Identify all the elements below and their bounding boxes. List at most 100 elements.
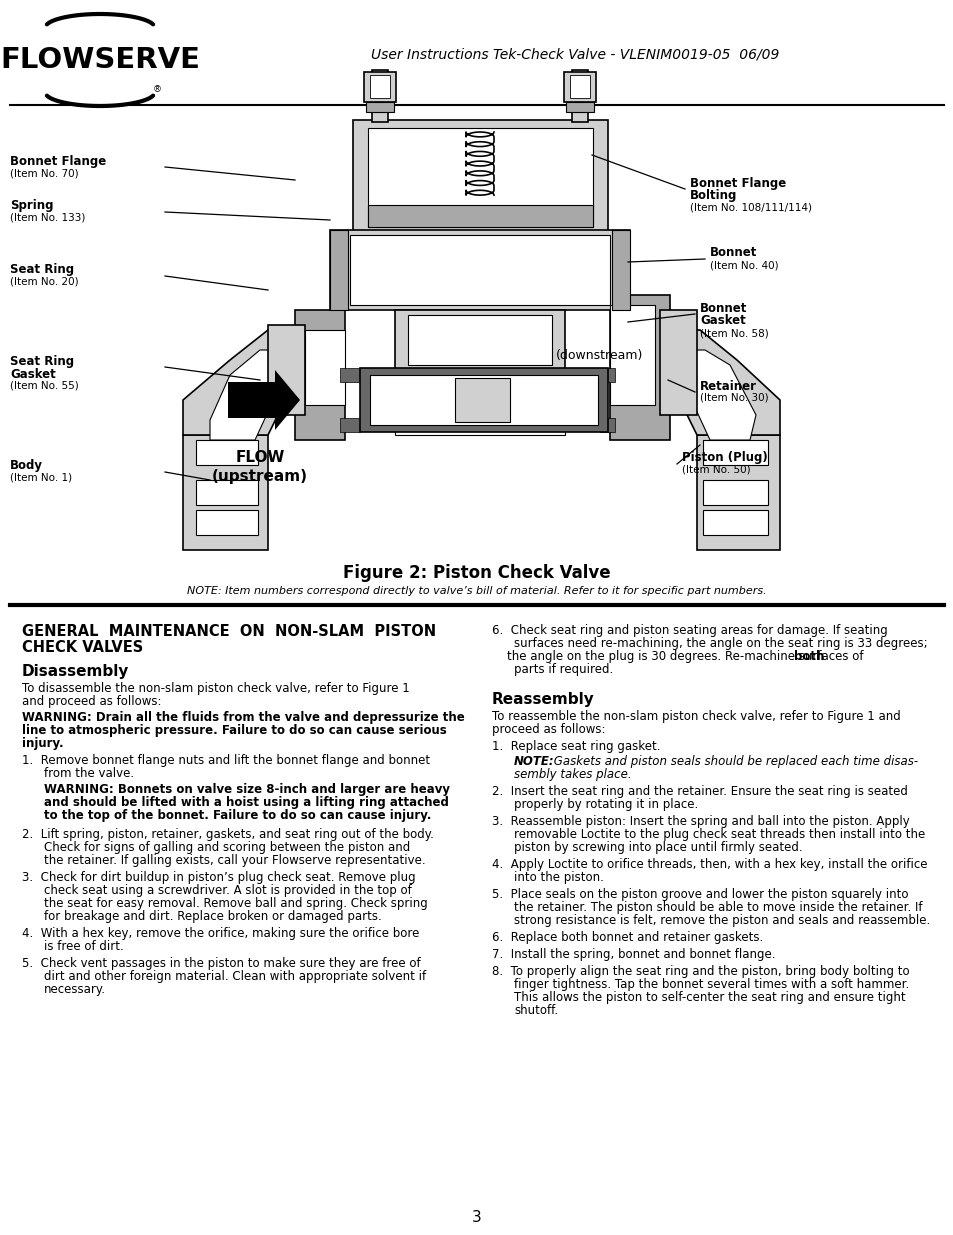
Text: (Item No. 70): (Item No. 70) <box>10 168 78 178</box>
Text: 4.  With a hex key, remove the orifice, making sure the orifice bore: 4. With a hex key, remove the orifice, m… <box>22 927 419 940</box>
Text: shutoff.: shutoff. <box>514 1004 558 1016</box>
Polygon shape <box>350 235 609 305</box>
Text: NOTE: Item numbers correspond directly to valve’s bill of material. Refer to it : NOTE: Item numbers correspond directly t… <box>187 585 766 597</box>
Polygon shape <box>455 378 510 422</box>
Text: Reassembly: Reassembly <box>492 692 594 706</box>
Text: WARNING: Drain all the fluids from the valve and depressurize the: WARNING: Drain all the fluids from the v… <box>22 711 464 724</box>
Polygon shape <box>697 435 780 550</box>
Polygon shape <box>195 440 257 466</box>
Polygon shape <box>702 510 767 535</box>
Polygon shape <box>659 310 697 415</box>
Polygon shape <box>569 75 589 98</box>
Polygon shape <box>609 295 669 440</box>
Text: ®: ® <box>152 85 161 95</box>
Text: Spring: Spring <box>10 200 53 212</box>
Text: Disassembly: Disassembly <box>22 664 130 679</box>
Text: Figure 2: Piston Check Valve: Figure 2: Piston Check Valve <box>343 564 610 582</box>
Text: Bolting: Bolting <box>689 189 737 203</box>
Text: dirt and other foreign material. Clean with appropriate solvent if: dirt and other foreign material. Clean w… <box>44 969 426 983</box>
Polygon shape <box>702 480 767 505</box>
Text: line to atmospheric pressure. Failure to do so can cause serious: line to atmospheric pressure. Failure to… <box>22 724 446 737</box>
Polygon shape <box>195 480 257 505</box>
Text: both: both <box>793 650 823 663</box>
Text: This allows the piston to self-center the seat ring and ensure tight: This allows the piston to self-center th… <box>514 990 904 1004</box>
Polygon shape <box>599 368 615 382</box>
Text: to the top of the bonnet. Failure to do so can cause injury.: to the top of the bonnet. Failure to do … <box>44 809 431 823</box>
Polygon shape <box>210 350 285 440</box>
Text: from the valve.: from the valve. <box>44 767 134 781</box>
Text: for breakage and dirt. Replace broken or damaged parts.: for breakage and dirt. Replace broken or… <box>44 910 381 923</box>
Text: and proceed as follows:: and proceed as follows: <box>22 695 161 708</box>
Text: CHECK VALVES: CHECK VALVES <box>22 640 143 655</box>
Text: 8.  To properly align the seat ring and the piston, bring body bolting to: 8. To properly align the seat ring and t… <box>492 965 908 978</box>
Polygon shape <box>370 375 598 425</box>
Text: 7.  Install the spring, bonnet and bonnet flange.: 7. Install the spring, bonnet and bonnet… <box>492 948 775 961</box>
Text: piston by screwing into place until firmly seated.: piston by screwing into place until firm… <box>514 841 801 853</box>
Text: Check for signs of galling and scoring between the piston and: Check for signs of galling and scoring b… <box>44 841 410 853</box>
Text: proceed as follows:: proceed as follows: <box>492 722 605 736</box>
Polygon shape <box>702 440 767 466</box>
Text: and should be lifted with a hoist using a lifting ring attached: and should be lifted with a hoist using … <box>44 797 449 809</box>
Text: To disassemble the non-slam piston check valve, refer to Figure 1: To disassemble the non-slam piston check… <box>22 682 410 695</box>
Text: finger tightness. Tap the bonnet several times with a soft hammer.: finger tightness. Tap the bonnet several… <box>514 978 908 990</box>
Polygon shape <box>305 330 345 405</box>
Polygon shape <box>370 75 390 98</box>
Text: surfaces need re-machining, the angle on the seat ring is 33 degrees;: surfaces need re-machining, the angle on… <box>514 637 926 650</box>
Polygon shape <box>183 330 305 435</box>
Polygon shape <box>339 417 359 432</box>
Text: NOTE:: NOTE: <box>514 755 554 768</box>
Polygon shape <box>679 350 755 440</box>
Text: check seat using a screwdriver. A slot is provided in the top of: check seat using a screwdriver. A slot i… <box>44 884 412 897</box>
Text: 3.  Reassemble piston: Insert the spring and ball into the piston. Apply: 3. Reassemble piston: Insert the spring … <box>492 815 909 827</box>
Text: necessary.: necessary. <box>44 983 106 995</box>
Text: Body: Body <box>10 459 43 473</box>
Text: parts if required.: parts if required. <box>514 663 613 676</box>
Polygon shape <box>372 70 388 122</box>
Text: injury.: injury. <box>22 737 64 750</box>
Polygon shape <box>368 205 593 227</box>
Text: Bonnet: Bonnet <box>700 301 746 315</box>
Text: 4.  Apply Loctite to orifice threads, then, with a hex key, install the orifice: 4. Apply Loctite to orifice threads, the… <box>492 858 926 871</box>
Text: FLOW
(upstream): FLOW (upstream) <box>212 450 308 484</box>
Polygon shape <box>659 330 780 435</box>
Text: Gaskets and piston seals should be replaced each time disas-: Gaskets and piston seals should be repla… <box>550 755 917 768</box>
Text: User Instructions Tek-Check Valve - VLENIM0019-05  06/09: User Instructions Tek-Check Valve - VLEN… <box>371 48 779 62</box>
Text: 2.  Lift spring, piston, retainer, gaskets, and seat ring out of the body.: 2. Lift spring, piston, retainer, gasket… <box>22 827 434 841</box>
Text: Bonnet Flange: Bonnet Flange <box>689 177 785 189</box>
Text: (Item No. 1): (Item No. 1) <box>10 473 72 483</box>
Polygon shape <box>599 417 615 432</box>
Text: WARNING: Bonnets on valve size 8-inch and larger are heavy: WARNING: Bonnets on valve size 8-inch an… <box>44 783 450 797</box>
Polygon shape <box>565 103 594 112</box>
Polygon shape <box>609 305 655 405</box>
Text: (Item No. 55): (Item No. 55) <box>10 382 79 391</box>
Text: (Item No. 40): (Item No. 40) <box>709 261 778 270</box>
Text: 6.  Replace both bonnet and retainer gaskets.: 6. Replace both bonnet and retainer gask… <box>492 931 762 944</box>
Text: properly by rotating it in place.: properly by rotating it in place. <box>514 798 698 811</box>
Text: Bonnet Flange: Bonnet Flange <box>10 154 106 168</box>
Text: is free of dirt.: is free of dirt. <box>44 940 124 953</box>
Polygon shape <box>366 103 394 112</box>
Text: 3.  Check for dirt buildup in piston’s plug check seat. Remove plug: 3. Check for dirt buildup in piston’s pl… <box>22 871 416 884</box>
Polygon shape <box>408 315 552 366</box>
Polygon shape <box>395 310 564 370</box>
Text: Seat Ring: Seat Ring <box>10 354 74 368</box>
Text: 2.  Insert the seat ring and the retainer. Ensure the seat ring is seated: 2. Insert the seat ring and the retainer… <box>492 785 907 798</box>
Text: strong resistance is felt, remove the piston and seals and reassemble.: strong resistance is felt, remove the pi… <box>514 914 929 927</box>
Polygon shape <box>353 120 607 235</box>
Text: (Item No. 133): (Item No. 133) <box>10 212 85 224</box>
Polygon shape <box>183 435 268 550</box>
Text: the seat for easy removal. Remove ball and spring. Check spring: the seat for easy removal. Remove ball a… <box>44 897 427 910</box>
Polygon shape <box>359 368 607 432</box>
Text: the retainer. The piston should be able to move inside the retainer. If: the retainer. The piston should be able … <box>514 902 922 914</box>
Polygon shape <box>368 128 593 227</box>
Text: 5.  Place seals on the piston groove and lower the piston squarely into: 5. Place seals on the piston groove and … <box>492 888 907 902</box>
Polygon shape <box>228 370 299 430</box>
Text: Seat Ring: Seat Ring <box>10 263 74 277</box>
Text: FLOWSERVE: FLOWSERVE <box>0 46 200 74</box>
Text: To reassemble the non-slam piston check valve, refer to Figure 1 and: To reassemble the non-slam piston check … <box>492 710 900 722</box>
Text: Retainer: Retainer <box>700 379 757 393</box>
Text: sembly takes place.: sembly takes place. <box>514 768 631 781</box>
Polygon shape <box>294 310 345 440</box>
Text: 6.  Check seat ring and piston seating areas for damage. If seating: 6. Check seat ring and piston seating ar… <box>492 624 887 637</box>
Text: removable Loctite to the plug check seat threads then install into the: removable Loctite to the plug check seat… <box>514 827 924 841</box>
